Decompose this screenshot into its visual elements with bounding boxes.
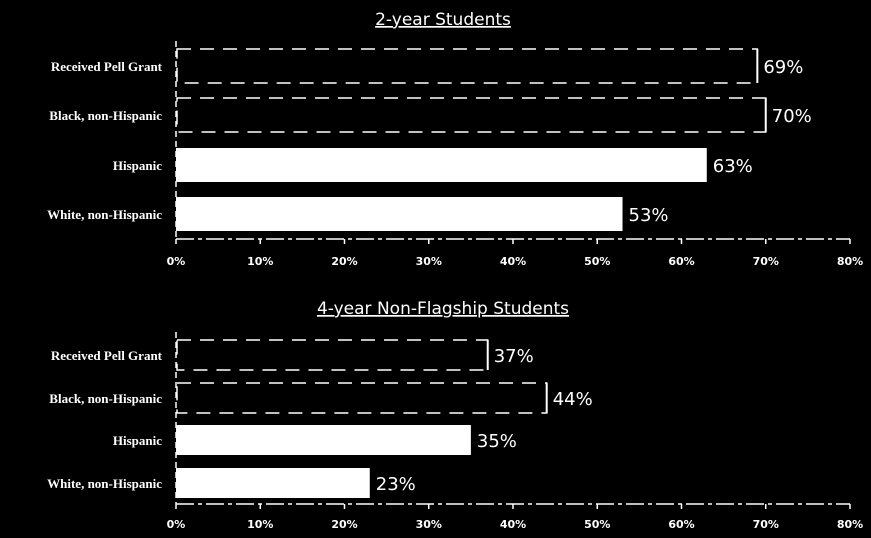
chart-panel-2: 4-year Non-Flagship Students Received Pel… xyxy=(47,299,863,531)
x-tick-label: 70% xyxy=(753,255,779,268)
x-tick-label: 0% xyxy=(167,255,186,268)
x-tick-label: 20% xyxy=(331,518,357,531)
x-tick-label: 50% xyxy=(584,518,610,531)
category-label: Hispanic xyxy=(113,433,162,448)
x-tick-label: 10% xyxy=(247,255,273,268)
bar xyxy=(176,197,623,231)
bar xyxy=(176,48,759,84)
data-label: 44% xyxy=(553,389,593,410)
x-tick-label: 60% xyxy=(668,518,694,531)
x-tick-label: 0% xyxy=(167,518,186,531)
x-tick-label: 30% xyxy=(416,518,442,531)
data-label: 23% xyxy=(376,474,416,495)
bar xyxy=(176,382,548,414)
bar xyxy=(176,468,370,498)
x-tick-label: 30% xyxy=(416,255,442,268)
bar xyxy=(176,425,471,455)
x-tick-label: 10% xyxy=(247,518,273,531)
x-tick-label: 40% xyxy=(500,518,526,531)
category-label: Received Pell Grant xyxy=(51,59,163,74)
x-tick-label: 20% xyxy=(331,255,357,268)
x-tick-label: 50% xyxy=(584,255,610,268)
bar xyxy=(176,97,767,133)
category-label: White, non-Hispanic xyxy=(47,207,162,222)
x-tick-label: 60% xyxy=(668,255,694,268)
bar xyxy=(176,339,489,371)
chart-panel-1: 2-year Students Received Pell Grant 69% Bla… xyxy=(47,10,863,268)
data-label: 69% xyxy=(763,57,803,78)
data-label: 37% xyxy=(494,346,534,367)
category-label: Received Pell Grant xyxy=(51,348,163,363)
x-tick-label: 40% xyxy=(500,255,526,268)
category-label: Black, non-Hispanic xyxy=(49,391,162,406)
data-label: 35% xyxy=(477,431,517,452)
data-label: 63% xyxy=(713,156,753,177)
category-label: Hispanic xyxy=(113,158,162,173)
bar xyxy=(176,148,707,182)
category-label: Black, non-Hispanic xyxy=(49,108,162,123)
data-label: 70% xyxy=(772,106,812,127)
x-tick-label: 80% xyxy=(837,255,863,268)
x-tick-label: 80% xyxy=(837,518,863,531)
data-label: 53% xyxy=(629,205,669,226)
x-tick-label: 70% xyxy=(753,518,779,531)
chart-title: 2-year Students xyxy=(375,10,511,30)
category-label: White, non-Hispanic xyxy=(47,476,162,491)
chart-title: 4-year Non-Flagship Students xyxy=(317,299,569,319)
